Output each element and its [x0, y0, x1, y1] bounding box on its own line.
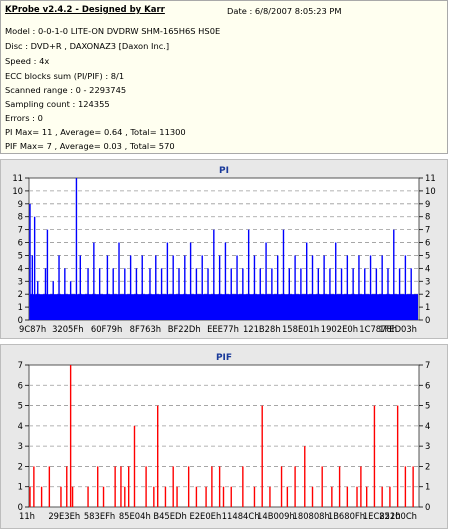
pi-xtick-label: 8F763h	[130, 324, 161, 334]
info-model: Model : 0-0-1-0 LITE-ON DVDRW SHM-165H6S…	[5, 26, 221, 36]
pi-ytick-label-right: 9	[425, 199, 430, 209]
pi-ytick-label-left: 5	[18, 250, 23, 260]
pi-xtick-label: 9C87h	[19, 324, 46, 334]
pif-ytick-label-right: 2	[425, 461, 430, 471]
pif-xtick-label: E2E0Eh	[189, 511, 221, 521]
pi-ytick-label-right: 2	[425, 289, 430, 299]
pif-xtick-label: 22200Ch	[379, 511, 417, 521]
pi-ytick-label-left: 1	[18, 302, 23, 312]
pif-ytick-label-right: 7	[425, 360, 430, 370]
pi-ytick-label-right: 11	[425, 173, 436, 183]
pi-xtick-label: 158E01h	[282, 324, 319, 334]
pif-ytick-label-left: 4	[18, 421, 23, 431]
pif-xtick-label: 180808h	[293, 511, 330, 521]
info-pif-stats: PIF Max= 7 , Average= 0.03 , Total= 570	[5, 141, 175, 151]
pif-xtick-label: 14B009h	[257, 511, 295, 521]
pi-ytick-label-right: 4	[425, 263, 430, 273]
pi-ytick-label-left: 3	[18, 276, 23, 286]
pif-ytick-label-right: 3	[425, 441, 430, 451]
pif-xtick-label: 29E3Eh	[48, 511, 80, 521]
info-disc: Disc : DVD+R , DAXONAZ3 [Daxon Inc.]	[5, 41, 170, 51]
pif-xtick-label: 1B680Fh	[328, 511, 365, 521]
pif-xtick-label: 1EC851h	[363, 511, 401, 521]
pi-ytick-label-right: 1	[425, 302, 430, 312]
pi-ytick-label-right: 0	[425, 315, 430, 325]
info-sampling-count: Sampling count : 124355	[5, 99, 110, 109]
info-pi-stats: PI Max= 11 , Average= 0.64 , Total= 1130…	[5, 127, 186, 137]
pi-ytick-label-right: 7	[425, 225, 430, 235]
info-errors: Errors : 0	[5, 113, 43, 123]
pi-ytick-label-right: 10	[425, 186, 436, 196]
pi-xtick-label: 1FED03h	[379, 324, 417, 334]
pif-ytick-label-left: 5	[18, 401, 23, 411]
pif-xtick-label: 11h	[19, 511, 35, 521]
pif-chart-title: PIF	[216, 353, 232, 363]
pi-ytick-label-right: 5	[425, 250, 430, 260]
pif-plot-area	[28, 364, 420, 508]
info-ecc-sum: ECC blocks sum (PI/PIF) : 8/1	[5, 71, 125, 81]
pi-xtick-label: 121B28h	[243, 324, 281, 334]
info-speed: Speed : 4x	[5, 56, 50, 66]
pi-chart-title: PI	[219, 166, 229, 176]
pi-ytick-label-left: 0	[18, 315, 23, 325]
pif-chart-panel: PIF 0 0 1 1 2 2 3 3 4 4 5 5 6 6 7 7 11h 29E3Eh 583EFh 85E04h…	[0, 344, 448, 529]
pif-ytick-label-right: 4	[425, 421, 430, 431]
app-title-row: KProbe v2.4.2 - Designed by Karr	[5, 4, 165, 15]
pi-ytick-label-right: 6	[425, 238, 430, 248]
pif-ytick-label-left: 7	[18, 360, 23, 370]
pif-ytick-label-left: 2	[18, 461, 23, 471]
pif-ytick-label-right: 0	[425, 502, 430, 512]
pif-ytick-label-left: 6	[18, 380, 23, 390]
pif-xtick-label: 583EFh	[84, 511, 115, 521]
pif-ytick-label-right: 1	[425, 482, 430, 492]
pi-xtick-label: 60F79h	[91, 324, 122, 334]
pif-ytick-label-left: 1	[18, 482, 23, 492]
pi-ytick-label-left: 9	[18, 199, 23, 209]
pi-ytick-label-left: 7	[18, 225, 23, 235]
scan-date: Date : 6/8/2007 8:05:23 PM	[227, 6, 342, 16]
pi-ytick-label-left: 11	[12, 173, 23, 183]
pi-ytick-label-left: 8	[18, 212, 23, 222]
pif-ytick-label-left: 3	[18, 441, 23, 451]
pif-ytick-label-right: 5	[425, 401, 430, 411]
pi-xtick-label: EEE77h	[207, 324, 239, 334]
info-panel: KProbe v2.4.2 - Designed by Karr Date : …	[0, 0, 448, 154]
pif-xtick-label: 11484Ch	[222, 511, 260, 521]
pif-chart: PIF 0 0 1 1 2 2 3 3 4 4 5 5 6 6 7 7 11h 29E3Eh 583EFh 85E04h…	[18, 353, 431, 521]
pi-ytick-label-left: 10	[12, 186, 23, 196]
pi-xtick-label: BF22Dh	[168, 324, 201, 334]
app-title: KProbe v2.4.2 - Designed by Karr	[5, 5, 165, 15]
pi-xtick-label: 1902E0h	[321, 324, 358, 334]
pi-ytick-label-left: 6	[18, 238, 23, 248]
info-scanned-range: Scanned range : 0 - 2293745	[5, 85, 127, 95]
pif-xtick-label: B45EDh	[153, 511, 186, 521]
pif-ytick-label-left: 0	[18, 502, 23, 512]
pi-ytick-label-right: 8	[425, 212, 430, 222]
pi-xtick-label: 3205Fh	[52, 324, 83, 334]
pif-ytick-label-right: 6	[425, 380, 430, 390]
pif-xtick-label: 85E04h	[119, 511, 151, 521]
pi-ytick-label-left: 2	[18, 289, 23, 299]
pi-xtick-label: 1C7878h	[359, 324, 397, 334]
pi-chart-panel: PI 0 0 1 1 2 2 3 3 4 4 5 5 6 6 7 7 8 8 9 9 10 10 11 11 9C87h 3205F…	[0, 159, 448, 339]
pi-ytick-label-right: 3	[425, 276, 430, 286]
pi-ytick-label-left: 4	[18, 263, 23, 273]
